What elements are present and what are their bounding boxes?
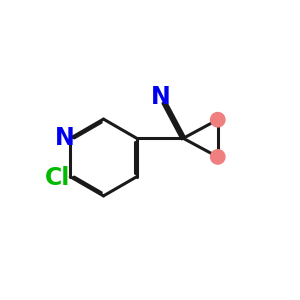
- Text: N: N: [151, 85, 171, 109]
- Circle shape: [211, 112, 225, 127]
- Text: N: N: [55, 126, 75, 150]
- Circle shape: [211, 150, 225, 164]
- Text: Cl: Cl: [45, 166, 70, 190]
